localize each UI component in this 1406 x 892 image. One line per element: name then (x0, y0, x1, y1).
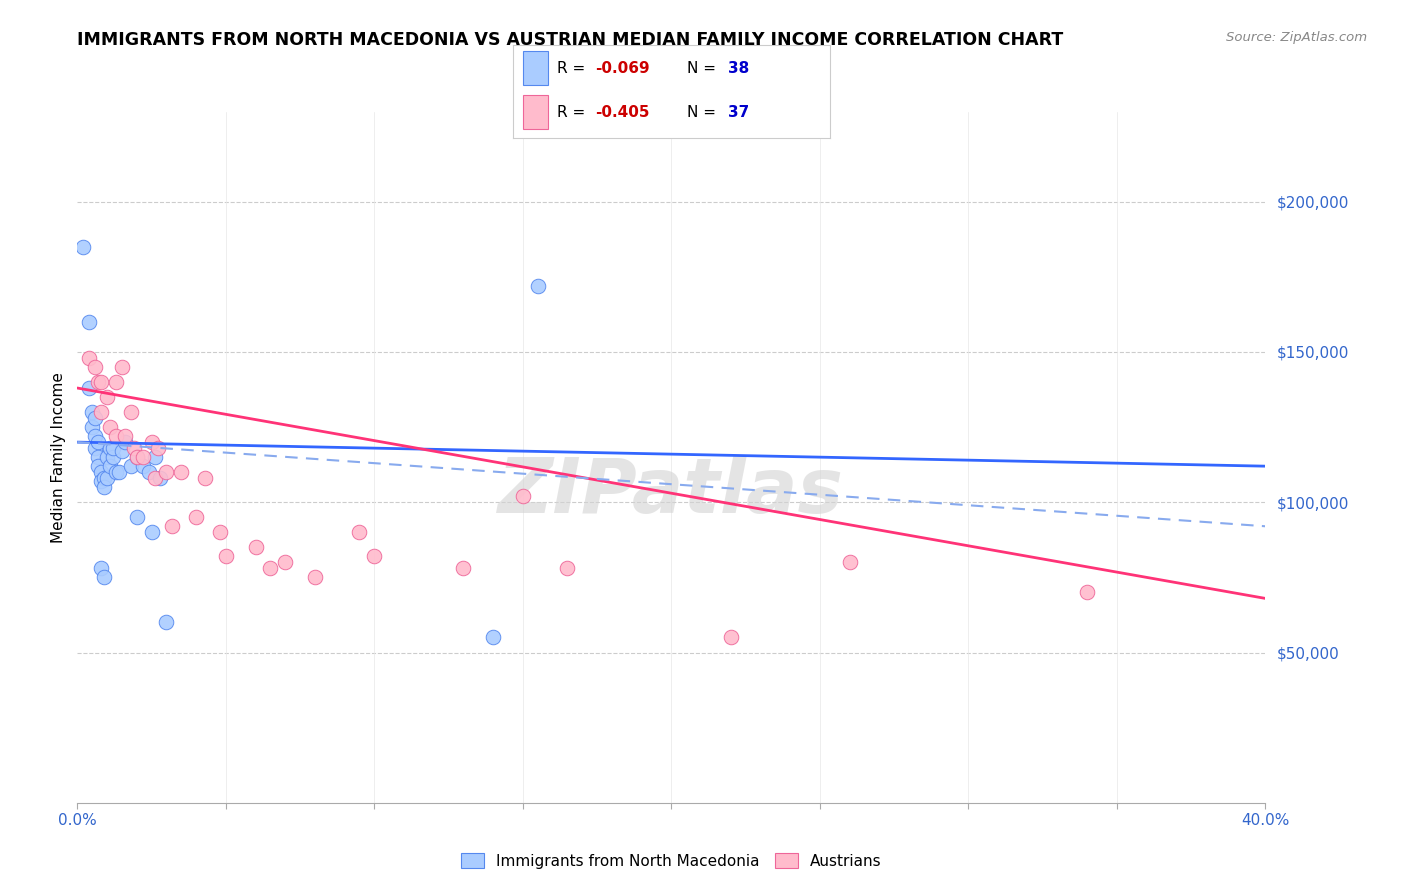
Point (512, 489, 534, 503)
Text: R =: R = (557, 104, 591, 120)
Point (1076, 585, 1098, 599)
Point (146, 441, 169, 455)
Point (77, 351, 100, 365)
Point (143, 450, 166, 465)
Point (125, 450, 148, 465)
Point (155, 465, 177, 479)
Point (90, 474, 112, 488)
Point (90, 465, 112, 479)
Point (215, 549, 238, 564)
Point (96, 471, 118, 485)
Bar (523, 95, 548, 129)
Point (122, 441, 145, 455)
Legend: Immigrants from North Macedonia, Austrians: Immigrants from North Macedonia, Austria… (456, 847, 887, 875)
Point (274, 555, 297, 569)
Point (482, 631, 505, 645)
Point (186, 510, 208, 524)
Point (90, 561, 112, 575)
Text: -0.405: -0.405 (596, 104, 650, 120)
Point (87, 435, 110, 450)
Point (259, 561, 281, 575)
Point (104, 429, 127, 443)
Point (208, 525, 231, 540)
Point (90, 405, 112, 419)
Text: 37: 37 (728, 104, 749, 120)
Point (111, 444, 134, 458)
Point (114, 435, 136, 450)
Point (101, 441, 124, 455)
Y-axis label: Median Family Income: Median Family Income (51, 372, 66, 542)
Text: 38: 38 (728, 61, 749, 76)
Point (98, 441, 121, 455)
Text: N =: N = (688, 61, 721, 76)
Point (84, 429, 107, 443)
Point (87, 459, 110, 474)
Point (125, 450, 148, 465)
Point (101, 450, 124, 465)
Point (84, 441, 107, 455)
Point (120, 459, 142, 474)
Point (96, 390, 118, 404)
Point (93, 471, 115, 485)
Point (149, 471, 172, 485)
Point (141, 525, 163, 540)
Point (104, 465, 127, 479)
Text: ZIPatlas: ZIPatlas (498, 455, 845, 529)
Point (93, 480, 115, 494)
Text: Source: ZipAtlas.com: Source: ZipAtlas.com (1226, 31, 1367, 45)
Point (838, 555, 860, 569)
Point (72, 240, 94, 254)
Point (114, 429, 136, 443)
Point (170, 465, 193, 479)
Point (143, 471, 166, 485)
Point (87, 375, 110, 389)
Point (96, 450, 118, 465)
Text: N =: N = (688, 104, 721, 120)
Text: IMMIGRANTS FROM NORTH MACEDONIA VS AUSTRIAN MEDIAN FAMILY INCOME CORRELATION CHA: IMMIGRANTS FROM NORTH MACEDONIA VS AUSTR… (77, 31, 1063, 49)
Point (108, 465, 131, 479)
Point (138, 465, 160, 479)
Point (93, 570, 115, 584)
Point (82, 405, 104, 419)
Point (98, 459, 121, 474)
Bar (523, 51, 548, 85)
Point (77, 381, 100, 395)
Point (349, 525, 371, 540)
Point (155, 615, 177, 630)
Point (82, 420, 104, 434)
Point (194, 471, 217, 485)
Point (77, 315, 100, 329)
Point (84, 359, 107, 374)
Point (84, 411, 107, 425)
Point (125, 510, 148, 524)
Point (720, 631, 742, 645)
Point (98, 420, 121, 434)
Point (162, 519, 184, 533)
Text: -0.069: -0.069 (596, 61, 650, 76)
Text: R =: R = (557, 61, 591, 76)
Point (104, 375, 127, 389)
Point (131, 459, 153, 474)
Point (120, 405, 142, 419)
Point (304, 570, 326, 584)
Point (363, 549, 385, 564)
Point (131, 450, 153, 465)
Point (245, 541, 267, 555)
Point (453, 561, 475, 575)
Point (90, 375, 112, 389)
Point (141, 435, 163, 450)
Point (557, 561, 579, 575)
Point (526, 278, 548, 293)
Point (111, 359, 134, 374)
Point (87, 450, 110, 465)
